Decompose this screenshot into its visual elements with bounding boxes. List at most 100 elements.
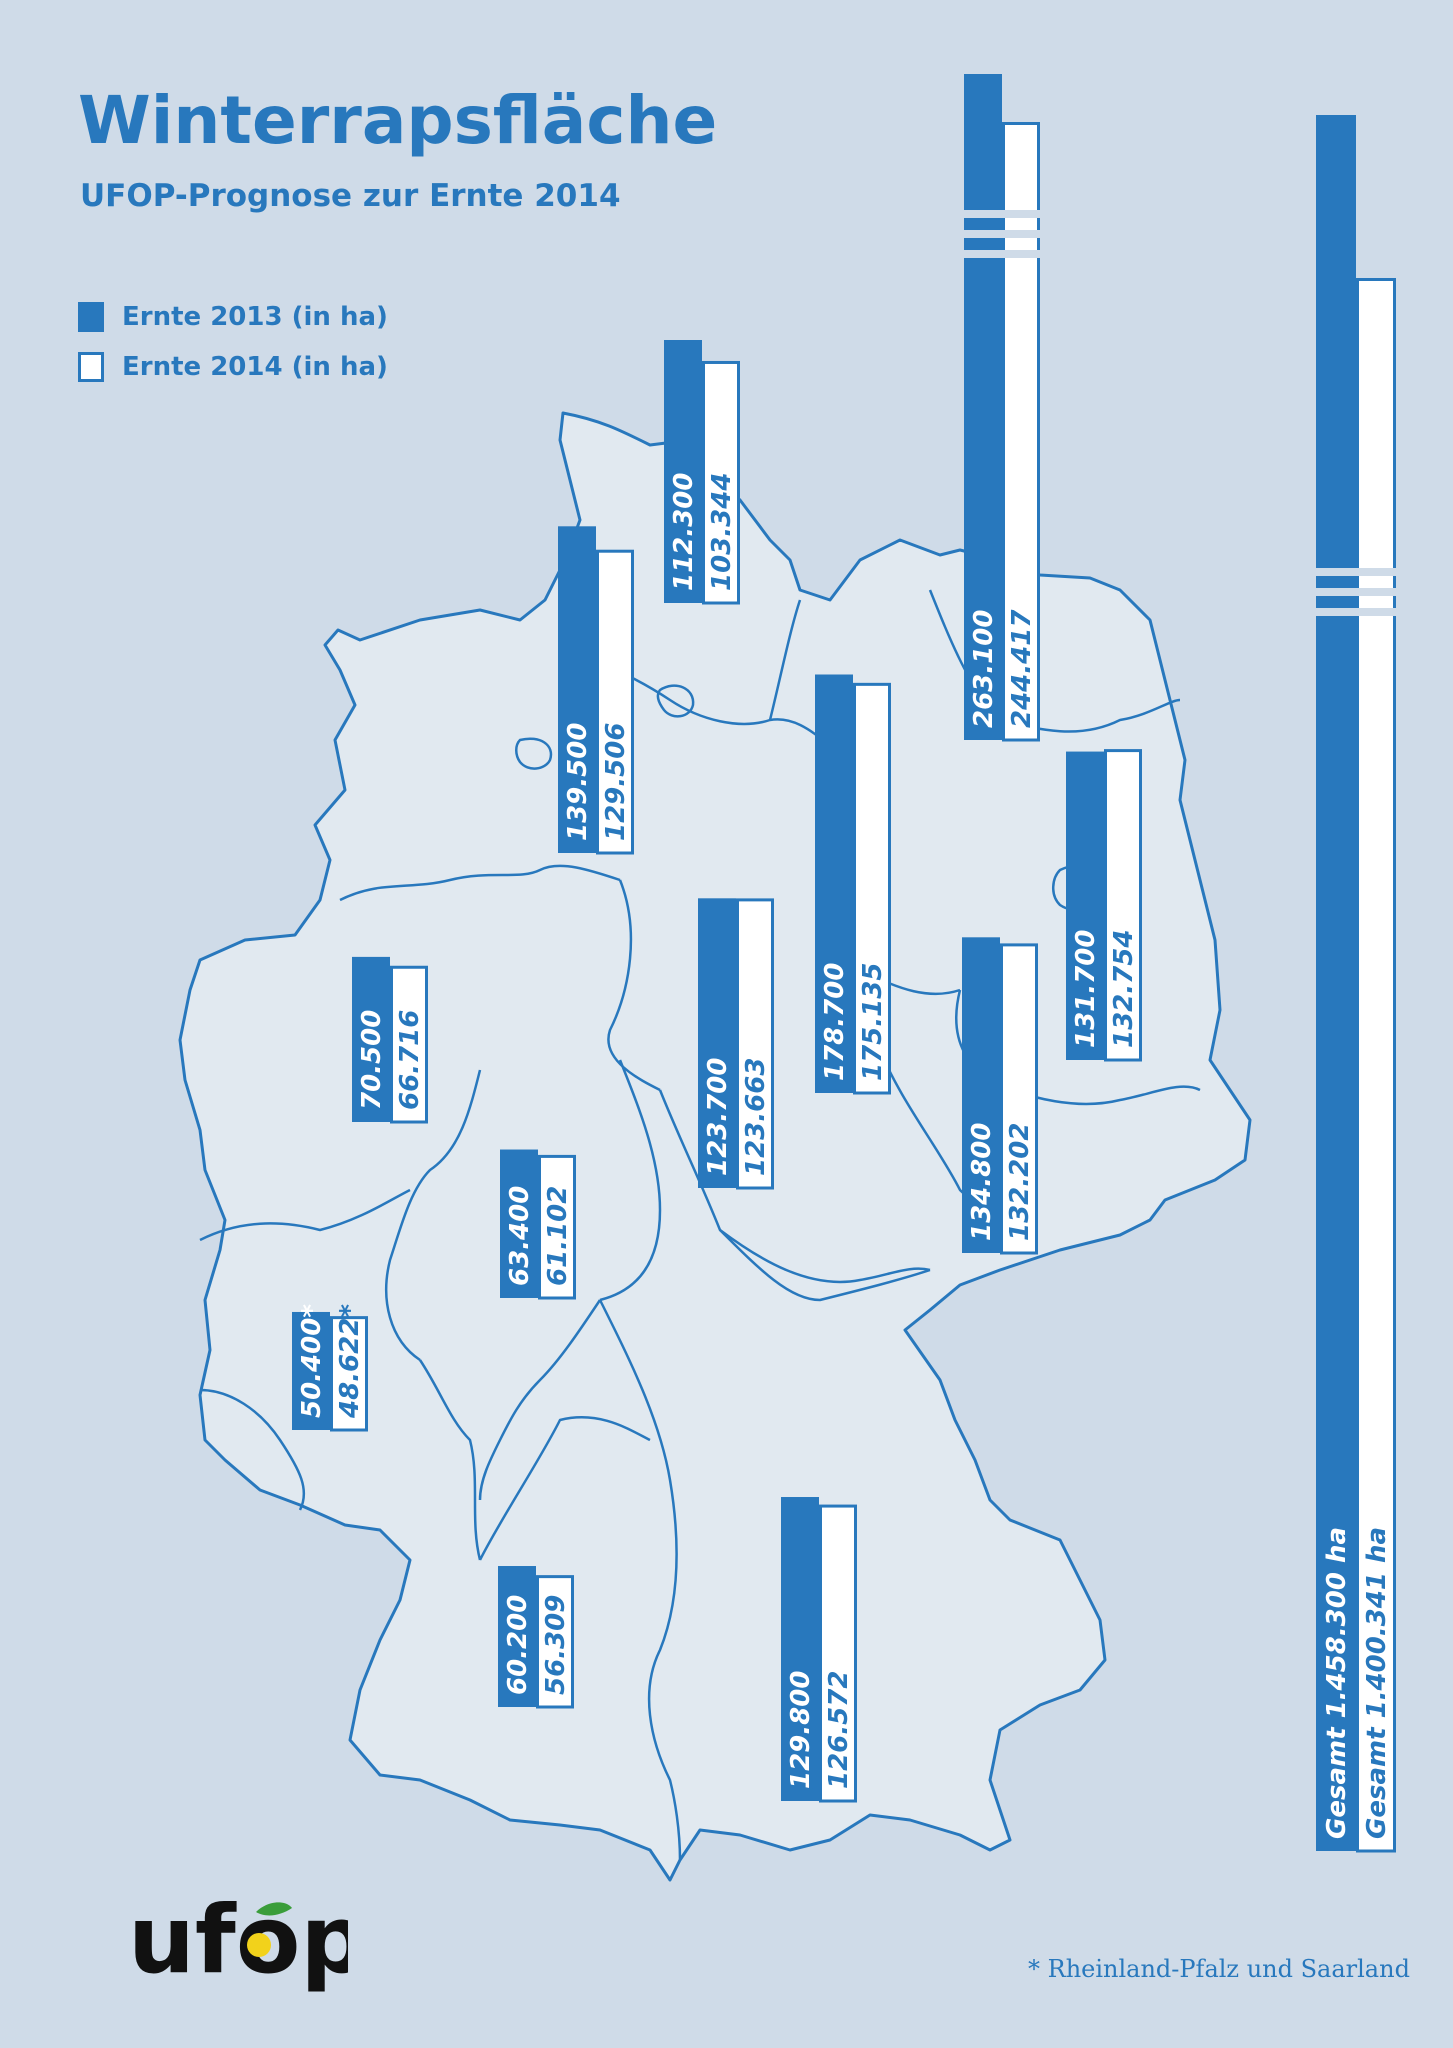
legend-label-2014: Ernte 2014 (in ha) [122, 352, 388, 382]
bar-label-st-2014: 175.135 [858, 963, 888, 1081]
bar-label-by-2013: 129.800 [786, 1671, 816, 1789]
bar-sn-2013 [962, 937, 1000, 1253]
bar-group-bb: 131.700 132.754 [1066, 749, 1142, 1062]
legend-swatch-2014 [78, 352, 104, 382]
bar-mv-2013 [964, 74, 1002, 740]
border-nw-ni [339, 864, 621, 902]
bar-th-2014 [736, 898, 774, 1190]
bar-label-sn-2014: 132.202 [1005, 1123, 1035, 1241]
bar-nw-2013 [352, 956, 390, 1122]
bar-label-sh-2013: 112.300 [669, 473, 699, 591]
bar-mv-2014 [1002, 122, 1040, 742]
axis-break-total [1313, 608, 1399, 616]
border-he-th [599, 1059, 662, 1302]
border-bw-by [598, 1299, 682, 1861]
bar-label-total-2013: Gesamt 1.458.300 ha [1322, 1527, 1352, 1839]
legend-swatch-2013 [78, 302, 104, 332]
bar-bw-2013 [498, 1566, 536, 1707]
bar-bw-2014 [536, 1575, 574, 1709]
bar-label-bw-2014: 56.309 [541, 1595, 571, 1695]
bar-label-sh-2014: 103.344 [707, 473, 737, 591]
bar-label-by-2014: 126.572 [824, 1671, 854, 1789]
bar-group-sh: 112.300 103.344 [664, 340, 740, 605]
bar-group-sn: 134.800 132.202 [962, 937, 1038, 1255]
bar-sn-2014 [1000, 943, 1038, 1255]
bar-total-2014 [1356, 278, 1396, 1853]
bar-sh-2013 [664, 340, 702, 603]
bar-label-he-2013: 63.400 [505, 1186, 535, 1286]
legend-entry-2014: Ernte 2014 (in ha) [78, 342, 388, 392]
bar-ni-2013 [558, 526, 596, 853]
bar-label-bb-2013: 131.700 [1071, 930, 1101, 1048]
bar-label-rp-2014: 48.622* [335, 1304, 365, 1419]
bar-group-th: 123.700 123.663 [698, 898, 774, 1190]
bar-sh-2014 [702, 360, 740, 605]
legend-entry-2013: Ernte 2013 (in ha) [78, 292, 388, 342]
bar-he-2013 [500, 1149, 538, 1298]
bar-rp-2013 [292, 1311, 330, 1430]
axis-break-total [1313, 588, 1399, 596]
ufop-logo: ufop [128, 1890, 348, 1995]
footnote: * Rheinland-Pfalz und Saarland [1028, 1955, 1410, 1983]
bar-group-nw: 70.500 66.716 [352, 956, 428, 1124]
bar-bb-2014 [1104, 749, 1142, 1062]
axis-break-mv [961, 230, 1043, 238]
border-nw-he [385, 1069, 482, 1362]
bar-label-total-2014: Gesamt 1.400.341 ha [1362, 1527, 1392, 1839]
chart-subtitle: UFOP-Prognose zur Ernte 2014 [80, 178, 621, 214]
axis-break-mv [961, 250, 1043, 258]
bar-label-nw-2013: 70.500 [357, 1010, 387, 1110]
bar-group-he: 63.400 61.102 [500, 1149, 576, 1300]
bar-label-mv-2014: 244.417 [1007, 609, 1037, 728]
border-sh-mv [768, 599, 802, 721]
logo-wordmark: ufop [128, 1890, 348, 1995]
bar-label-th-2014: 123.663 [741, 1058, 771, 1176]
border-st-bb [955, 989, 1201, 1106]
bar-groups: 112.300 103.344 263.100 244.417 139.500 129.5… [292, 74, 1399, 1853]
bar-rp-2014 [330, 1316, 368, 1432]
bar-total-2013 [1316, 115, 1356, 1851]
bar-label-nw-2014: 66.716 [395, 1010, 425, 1110]
chart-title: Winterrapsfläche [78, 82, 718, 159]
border-nw-rp [199, 1188, 411, 1242]
border-by-th [719, 1229, 931, 1302]
border-saarland [199, 1388, 306, 1511]
bar-label-he-2014: 61.102 [543, 1186, 573, 1286]
bar-group-ni: 139.500 129.506 [558, 526, 634, 855]
border-ni-th [607, 879, 661, 1092]
bar-label-rp-2013: 50.400* [297, 1304, 327, 1418]
bar-group-rp: 50.400* 48.622* [292, 1304, 368, 1432]
bar-group-mv: 263.100 244.417 [961, 74, 1043, 742]
bar-group-total: Gesamt 1.458.300 ha Gesamt 1.400.341 ha [1313, 115, 1399, 1853]
bar-by-2013 [781, 1497, 819, 1801]
axis-break-total [1313, 568, 1399, 576]
bar-group-by: 129.800 126.572 [781, 1497, 857, 1803]
border-bremen [515, 737, 553, 770]
bar-label-sn-2013: 134.800 [967, 1123, 997, 1241]
border-hamburg [656, 684, 695, 718]
bar-he-2014 [538, 1154, 576, 1300]
bar-nw-2014 [390, 965, 428, 1124]
bar-group-st: 178.700 175.135 [815, 674, 891, 1095]
bar-label-bb-2014: 132.754 [1109, 930, 1139, 1048]
bar-label-st-2013: 178.700 [820, 963, 850, 1081]
bar-st-2013 [815, 674, 853, 1093]
bar-by-2014 [819, 1504, 857, 1803]
bar-th-2013 [698, 898, 736, 1188]
bar-ni-2014 [596, 549, 634, 855]
axis-break-mv [961, 210, 1043, 218]
border-he-bw-by [478, 1299, 602, 1501]
border-rp-he [418, 1359, 482, 1561]
logo-seed-icon [247, 1933, 271, 1957]
legend-label-2013: Ernte 2013 (in ha) [122, 302, 388, 332]
legend: Ernte 2013 (in ha) Ernte 2014 (in ha) [78, 292, 388, 392]
bar-label-bw-2013: 60.200 [503, 1595, 533, 1695]
bar-bb-2013 [1066, 751, 1104, 1060]
bar-st-2014 [853, 682, 891, 1095]
bar-label-th-2013: 123.700 [703, 1058, 733, 1176]
border-th-sn-by [658, 1089, 931, 1284]
border-rp-bw [478, 1416, 651, 1561]
bar-label-ni-2014: 129.506 [601, 723, 631, 841]
bar-label-mv-2013: 263.100 [969, 610, 999, 728]
